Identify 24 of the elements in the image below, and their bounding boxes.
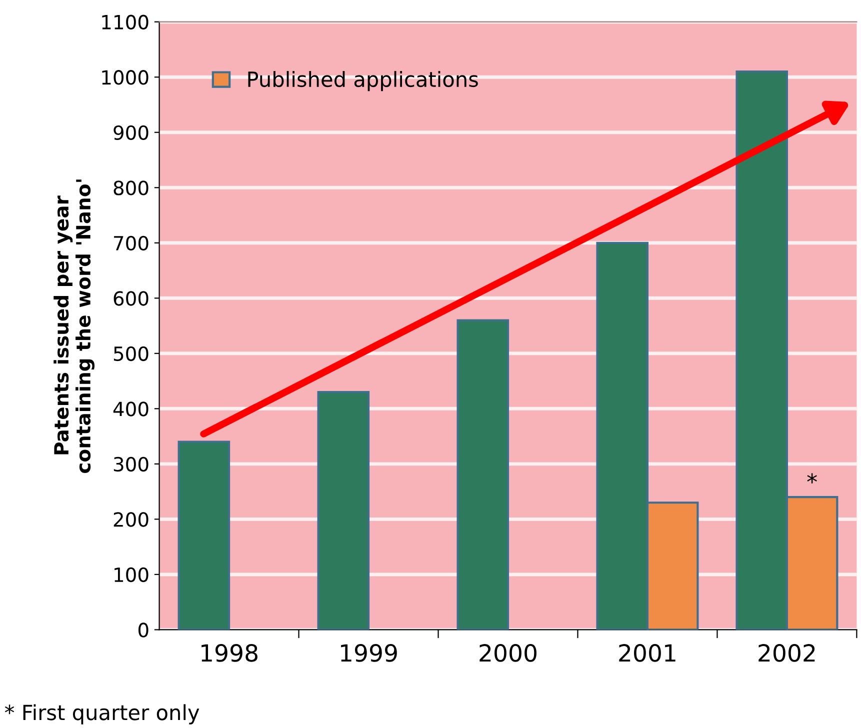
bar — [178, 440, 230, 630]
bar — [456, 319, 510, 630]
y-tick-label: 300 — [114, 456, 148, 472]
annotation: * — [807, 473, 817, 484]
y-tick-label: 800 — [114, 180, 148, 196]
y-tick-label: 900 — [114, 125, 148, 140]
y-tick-label: 700 — [114, 236, 148, 251]
y-tick-label: 0 — [138, 622, 148, 638]
x-tick-label: 2000 — [480, 644, 536, 662]
x-tick-label: 1998 — [202, 644, 258, 662]
legend-label: Published applications — [248, 70, 478, 92]
y-tick-label: 1000 — [102, 70, 148, 85]
x-tick-label: 2001 — [619, 644, 676, 662]
x-tick-label: 2002 — [758, 644, 815, 662]
text: * First quarter only — [4, 704, 200, 724]
y-tick-label: 400 — [113, 402, 148, 416]
y-tick-label: 200 — [114, 512, 148, 527]
y-tick-label: 1100 — [102, 14, 148, 30]
y-tick-label: 600 — [114, 291, 148, 306]
bar — [317, 391, 370, 630]
y-tick-label: 500 — [114, 346, 148, 362]
y-tick-label: 100 — [114, 567, 148, 582]
y-axis-title: Patents issued per year containing the word 'Nano' — [54, 180, 95, 473]
x-tick-label: 1999 — [341, 644, 397, 662]
